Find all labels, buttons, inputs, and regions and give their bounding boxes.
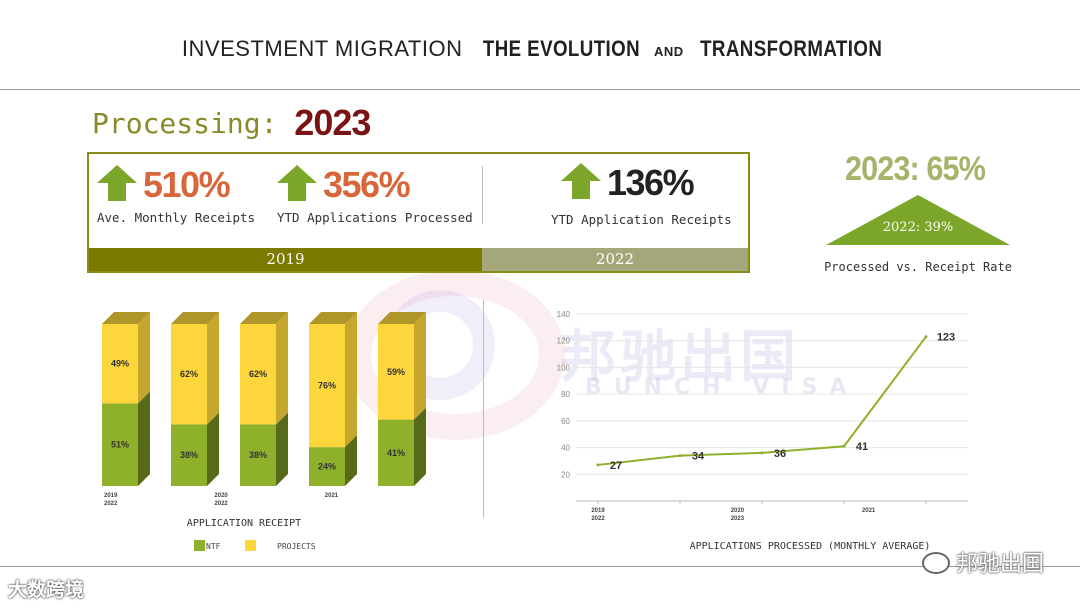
data-point xyxy=(678,454,682,458)
x-tick-label: 2020 xyxy=(731,508,745,514)
footer-divider xyxy=(0,566,1080,567)
rate-previous: 2022: 39% xyxy=(882,220,954,235)
y-tick-label: 60 xyxy=(561,417,570,426)
stat-monthly-receipts: 510% Ave. Monthly Receipts xyxy=(97,164,256,225)
data-label: 36 xyxy=(774,448,786,460)
x-tick-sublabel: 2022 xyxy=(591,516,605,522)
bar-ntf xyxy=(378,419,414,486)
chart-title: APPLICATION RECEIPT xyxy=(187,518,301,529)
bar-projects xyxy=(378,324,414,420)
bar-ntf-label: 38% xyxy=(249,450,267,460)
bar-projects xyxy=(171,324,207,425)
y-tick-label: 100 xyxy=(557,363,571,372)
bar-ntf-side xyxy=(276,412,288,486)
processing-year: 2023 xyxy=(294,102,371,143)
bar-ntf-side xyxy=(207,412,219,486)
bar-ntf-label: 38% xyxy=(180,450,198,460)
bar-ntf-label: 51% xyxy=(111,440,129,450)
data-point xyxy=(760,451,764,455)
y-tick-label: 20 xyxy=(561,470,570,479)
y-tick-label: 80 xyxy=(561,390,570,399)
application-receipt-chart: 51% 49% 38% 62% 38% 62% 24% 76% 41% 59% 2019 2022 20… xyxy=(102,312,426,551)
header: INVESTMENT MIGRATION THE EVOLUTION AND TRA… xyxy=(0,0,1080,90)
rate-triangle xyxy=(826,195,1010,245)
rate-label: Processed vs. Receipt Rate xyxy=(824,260,1012,274)
bar-projects xyxy=(102,324,138,404)
up-arrow-icon xyxy=(277,165,317,201)
bar-projects-label: 59% xyxy=(387,367,405,377)
bar-projects-label: 62% xyxy=(249,369,267,379)
up-arrow-icon xyxy=(97,165,137,201)
legend-projects-label: PROJECTS xyxy=(277,542,316,551)
x-tick-label: 2021 xyxy=(325,493,339,499)
header-title: INVESTMENT MIGRATION THE EVOLUTION AND TRA… xyxy=(181,36,882,61)
watermark-subtext: BUNCH VISA xyxy=(585,375,859,400)
charts-divider xyxy=(483,300,484,518)
bar-ntf-label: 41% xyxy=(387,448,405,458)
x-tick-sublabel: 2022 xyxy=(214,501,228,507)
legend-projects-swatch xyxy=(245,540,256,551)
data-label: 41 xyxy=(856,441,868,453)
bar-projects-side xyxy=(207,312,219,425)
x-tick-sublabel: 2022 xyxy=(104,501,118,507)
stat-ytd-application-receipts: 136% YTD Application Receipts xyxy=(551,162,732,227)
stat-ytd-applications-processed: 356% YTD Applications Processed xyxy=(277,164,473,225)
bar-top xyxy=(309,312,357,324)
data-point xyxy=(842,444,846,448)
processing-heading: Processing: 2023 xyxy=(92,102,371,143)
bar-projects-side xyxy=(345,312,357,448)
y-tick-label: 120 xyxy=(557,337,571,346)
bar-ntf xyxy=(309,447,345,486)
x-tick-label: 2019 xyxy=(591,508,605,514)
bar-projects-label: 62% xyxy=(180,369,198,379)
chart-title: APPLICATIONS PROCESSED (MONTHLY AVERAGE) xyxy=(690,541,931,552)
bar-ntf xyxy=(240,424,276,486)
data-label: 27 xyxy=(610,460,622,472)
bar-projects-side xyxy=(276,312,288,425)
bar-projects-label: 49% xyxy=(111,359,129,369)
y-tick-label: 140 xyxy=(557,310,571,319)
data-label: 123 xyxy=(937,332,955,344)
header-divider xyxy=(0,89,1080,90)
legend-ntf-label: NTF xyxy=(206,542,221,551)
bar-projects-label: 76% xyxy=(318,381,336,391)
footer-right-brand: 邦驰出国 xyxy=(921,546,1044,578)
bar-ntf-side xyxy=(345,435,357,486)
series-line xyxy=(597,336,927,466)
footer-left-brand: 大数跨境 xyxy=(8,579,85,601)
bar-top xyxy=(171,312,219,324)
y-tick-label: 40 xyxy=(561,444,570,453)
data-point xyxy=(924,335,928,339)
bar-ntf xyxy=(102,403,138,486)
x-tick-label: 2020 xyxy=(214,493,228,499)
bar-ntf-side xyxy=(414,407,426,486)
bar-projects-side xyxy=(138,312,150,404)
bar-projects xyxy=(309,324,345,448)
period-bar-2019: 2019 xyxy=(89,248,482,271)
period-bar-2022: 2022 xyxy=(482,248,748,271)
data-point xyxy=(596,463,600,467)
bar-top xyxy=(102,312,150,324)
x-tick-label: 2019 xyxy=(104,493,118,499)
stats-panel: 510% Ave. Monthly Receipts 356% YTD Appl… xyxy=(87,152,750,273)
bar-projects xyxy=(240,324,276,425)
wechat-icon xyxy=(921,552,950,574)
bar-ntf xyxy=(171,424,207,486)
x-tick-label: 2021 xyxy=(862,508,876,514)
up-arrow-icon xyxy=(561,163,601,199)
bar-ntf-side xyxy=(138,391,150,486)
bar-top xyxy=(240,312,288,324)
stats-divider xyxy=(482,166,483,224)
bar-top xyxy=(378,312,426,324)
watermark-text: 邦驰出国 xyxy=(560,325,800,390)
rate-value: 2023: 65% xyxy=(845,150,986,188)
bar-projects-side xyxy=(414,312,426,420)
applications-processed-chart: 20 40 60 80 100 120 140 27 34 36 41 123 2019 2022 2020… xyxy=(557,310,968,552)
legend-ntf-swatch xyxy=(194,540,205,551)
data-label: 34 xyxy=(692,451,705,463)
x-tick-sublabel: 2023 xyxy=(731,516,745,522)
bar-ntf-label: 24% xyxy=(318,462,336,472)
